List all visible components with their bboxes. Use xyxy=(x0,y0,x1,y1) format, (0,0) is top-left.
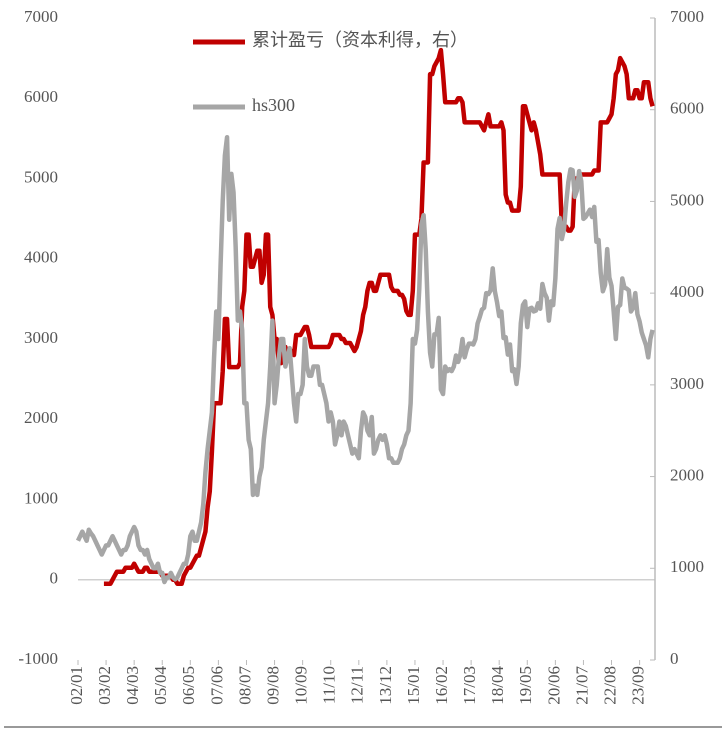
y2-tick-label: 7000 xyxy=(670,7,704,26)
x-tick-label: 09/08 xyxy=(263,666,282,705)
legend-label: hs300 xyxy=(252,95,295,115)
y-tick-label: 3000 xyxy=(24,328,58,347)
y-tick-label: 7000 xyxy=(24,7,58,26)
y-tick-label: -1000 xyxy=(18,649,58,668)
x-tick-label: 12/11 xyxy=(348,666,367,704)
x-tick-label: 02/01 xyxy=(67,666,86,705)
x-tick-label: 23/09 xyxy=(629,666,648,705)
x-tick-label: 13/12 xyxy=(376,666,395,705)
x-tick-label: 08/07 xyxy=(235,666,254,705)
y-tick-label: 0 xyxy=(50,569,59,588)
x-tick-label: 07/06 xyxy=(207,666,226,705)
x-tick-label: 17/03 xyxy=(460,666,479,705)
x-tick-label: 11/10 xyxy=(320,666,339,704)
x-tick-label: 18/04 xyxy=(488,666,507,705)
y2-tick-label: 5000 xyxy=(670,190,704,209)
y-tick-label: 6000 xyxy=(24,87,58,106)
y-tick-label: 4000 xyxy=(24,248,58,267)
x-tick-label: 10/09 xyxy=(292,666,311,705)
y-tick-label: 5000 xyxy=(24,167,58,186)
x-tick-label: 03/02 xyxy=(95,666,114,705)
x-tick-label: 06/05 xyxy=(179,666,198,705)
y2-tick-label: 2000 xyxy=(670,465,704,484)
y2-tick-label: 3000 xyxy=(670,374,704,393)
series-line xyxy=(75,134,655,585)
x-tick-label: 22/08 xyxy=(600,666,619,705)
y-tick-label: 2000 xyxy=(24,408,58,427)
x-tick-label: 20/06 xyxy=(544,666,563,705)
x-tick-label: 04/03 xyxy=(123,666,142,705)
series-line xyxy=(103,47,655,587)
legend-label: 累计盈亏（资本利得，右） xyxy=(252,30,468,50)
x-tick-label: 21/07 xyxy=(572,666,591,705)
y-tick-label: 1000 xyxy=(24,488,58,507)
x-tick-label: 05/04 xyxy=(151,666,170,705)
y2-tick-label: 4000 xyxy=(670,282,704,301)
y2-tick-label: 1000 xyxy=(670,557,704,576)
x-tick-label: 19/05 xyxy=(516,666,535,705)
x-tick-label: 16/02 xyxy=(432,666,451,705)
y2-tick-label: 0 xyxy=(670,649,679,668)
x-tick-label: 15/01 xyxy=(404,666,423,705)
y2-tick-label: 6000 xyxy=(670,99,704,118)
